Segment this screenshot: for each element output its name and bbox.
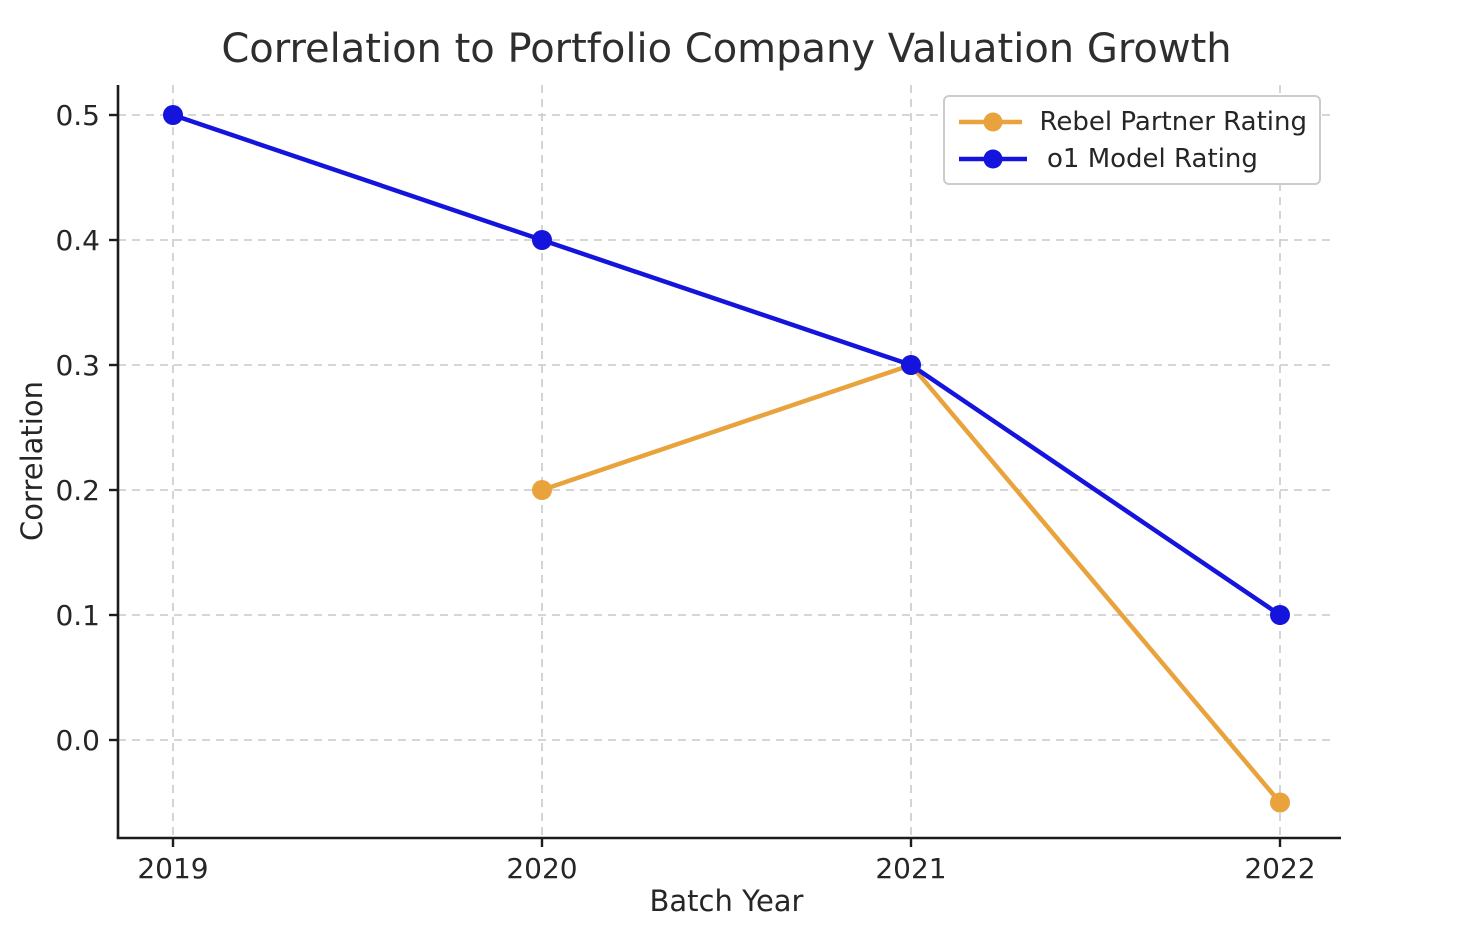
legend-item: Rebel Partner Rating [957, 107, 1307, 137]
x-tick-label: 2022 [1244, 852, 1315, 885]
data-point-marker [1270, 792, 1290, 813]
y-tick-label: 0.3 [55, 349, 100, 382]
data-point-marker [532, 230, 552, 250]
y-axis-label: Correlation [15, 381, 49, 541]
y-tick-label: 0.0 [55, 724, 100, 757]
chart-title: Correlation to Portfolio Company Valuati… [221, 26, 1232, 72]
legend-sample-marker [983, 149, 1003, 168]
legend-line-sample [959, 149, 1027, 168]
y-tick-label: 0.5 [55, 99, 100, 132]
legend-sample-marker [983, 112, 1003, 131]
legend-item-label: Rebel Partner Rating [1039, 106, 1307, 137]
legend-line-sample [959, 112, 1022, 131]
y-tick-label: 0.4 [55, 224, 100, 257]
x-axis-label: Batch Year [649, 884, 804, 918]
legend-item-label: o1 Model Rating [1047, 143, 1258, 174]
x-tick-label: 2019 [137, 852, 208, 885]
data-point-marker [532, 480, 552, 500]
x-tick-label: 2020 [506, 852, 577, 885]
legend-item: o1 Model Rating [957, 144, 1307, 174]
y-tick-label: 0.2 [55, 474, 100, 507]
series-line [170, 112, 1283, 618]
x-tick-label: 2021 [875, 852, 946, 885]
y-tick-label: 0.1 [55, 599, 100, 632]
data-point-marker [1270, 605, 1290, 625]
data-point-marker [163, 105, 183, 125]
data-point-marker [901, 355, 921, 375]
legend: Rebel Partner Rating o1 Model Rating [943, 95, 1321, 185]
